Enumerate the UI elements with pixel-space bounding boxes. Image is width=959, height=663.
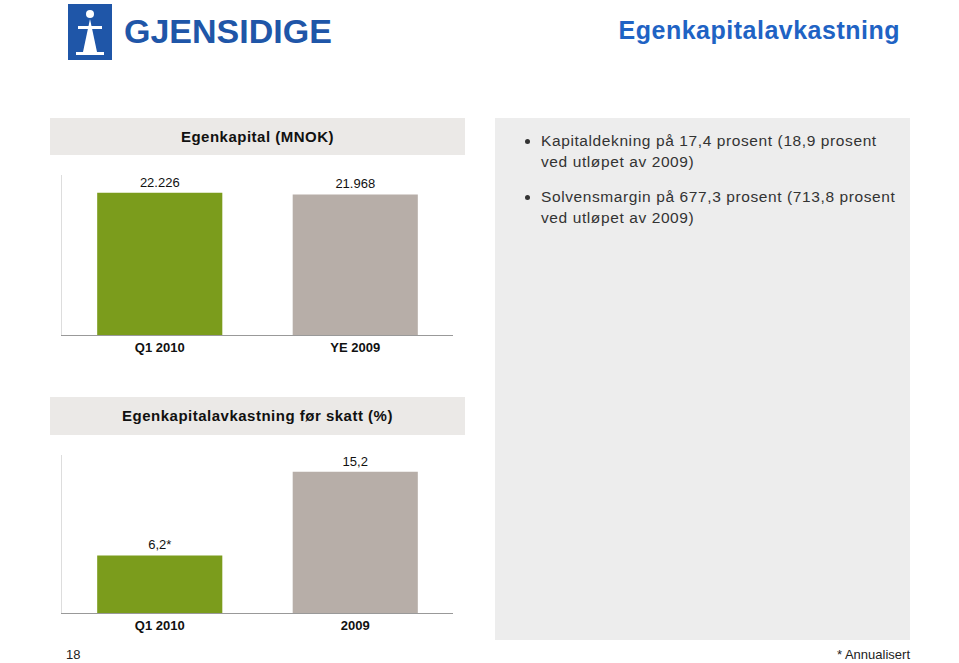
svg-text:2009: 2009: [341, 618, 370, 633]
html-text:GJENSIDIGE: GJENSIDIGE: [124, 12, 332, 50]
svg-text:Q1 2010: Q1 2010: [135, 340, 185, 355]
svg-text:15,2: 15,2: [343, 454, 368, 469]
html-text:* Annualisert: * Annualisert: [837, 647, 910, 662]
html-text:Solvensmargin på 677,3 prosent: Solvensmargin på 677,3 prosent (713,8 pr…: [541, 188, 896, 226]
svg-text:6,2*: 6,2*: [148, 537, 171, 552]
html-text:Egenkapitalavkastning før skat: Egenkapitalavkastning før skatt (%): [122, 407, 393, 424]
svg-text:Q1 2010: Q1 2010: [135, 618, 185, 633]
html-text:Egenkapital (MNOK): Egenkapital (MNOK): [180, 128, 335, 145]
html-text:18: 18: [66, 647, 81, 662]
svg-text:21.968: 21.968: [335, 176, 375, 191]
svg-text:22.226: 22.226: [140, 175, 180, 190]
svg-text:YE 2009: YE 2009: [330, 340, 380, 355]
html-text:Egenkapitalavkastning: Egenkapitalavkastning: [618, 16, 900, 44]
html-text:Kapitaldekning på 17,4 prosent: Kapitaldekning på 17,4 prosent (18,9 pro…: [541, 132, 877, 170]
